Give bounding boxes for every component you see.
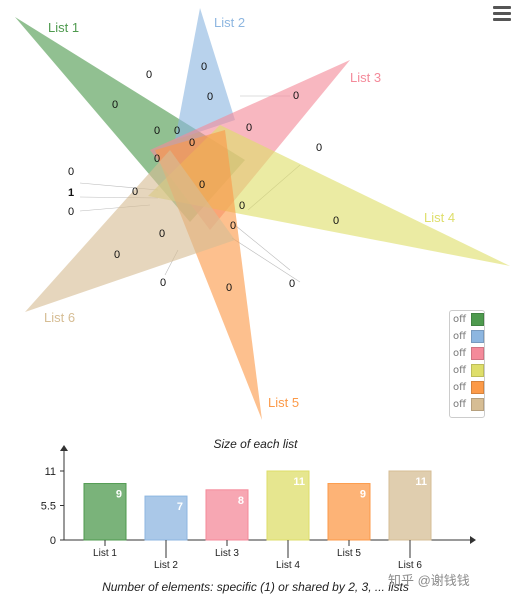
- legend-item-3[interactable]: off: [450, 345, 484, 362]
- y-tick-label: 11: [45, 466, 56, 478]
- bar-chart-title: Size of each list: [213, 437, 298, 451]
- count-label: 0: [201, 61, 207, 73]
- legend-swatch: [471, 398, 484, 411]
- count-label: 1: [68, 187, 74, 199]
- legend-swatch: [471, 381, 484, 394]
- legend-item-2[interactable]: off: [450, 328, 484, 345]
- legend-item-label: off: [453, 399, 467, 410]
- venn-set-2: [175, 8, 235, 140]
- set-label-2: List 2: [214, 15, 245, 30]
- category-label: List 3: [215, 548, 239, 559]
- count-label: 0: [174, 125, 180, 137]
- count-label: 0: [114, 249, 120, 261]
- count-label: 0: [246, 122, 252, 134]
- bar-value-label: 9: [360, 489, 366, 501]
- bar-value-label: 11: [415, 476, 427, 488]
- x-axis-arrow: [470, 536, 476, 544]
- count-label: 0: [207, 91, 213, 103]
- bar-2: [144, 495, 188, 541]
- footer-caption: Number of elements: specific (1) or shar…: [102, 580, 409, 594]
- legend-item-label: off: [453, 382, 467, 393]
- count-label: 0: [154, 125, 160, 137]
- count-label: 0: [154, 153, 160, 165]
- set-label-4: List 4: [424, 210, 455, 225]
- venn-set-6: [25, 150, 235, 312]
- count-label: 0: [226, 282, 232, 294]
- bar-6: [388, 470, 432, 541]
- count-label: 0: [112, 99, 118, 111]
- count-label: 0: [316, 142, 322, 154]
- set-label-1: List 1: [48, 20, 79, 35]
- count-label: 0: [189, 137, 195, 149]
- legend-item-5[interactable]: off: [450, 379, 484, 396]
- venn-set-4: [148, 125, 510, 266]
- count-label: 0: [239, 200, 245, 212]
- legend-swatch: [471, 347, 484, 360]
- bar-3: [205, 489, 249, 541]
- watermark: 知乎 @谢钱钱: [388, 573, 470, 588]
- hamburger-icon[interactable]: [493, 6, 511, 22]
- legend-item-4[interactable]: off: [450, 362, 484, 379]
- category-label: List 2: [154, 560, 178, 571]
- count-label: 0: [160, 277, 166, 289]
- category-label: List 1: [93, 548, 117, 559]
- bar-value-label: 9: [116, 489, 122, 501]
- legend-item-label: off: [453, 331, 467, 342]
- count-label: 0: [293, 90, 299, 102]
- legend-item-1[interactable]: off: [450, 311, 484, 328]
- legend-item-label: off: [453, 365, 467, 376]
- bar-4: [266, 470, 310, 541]
- set-label-6: List 6: [44, 310, 75, 325]
- set-label-3: List 3: [350, 70, 381, 85]
- bar-value-label: 11: [293, 476, 305, 488]
- bar-1: [83, 483, 127, 541]
- category-label: List 6: [398, 560, 422, 571]
- legend-swatch: [471, 313, 484, 326]
- legend-item-label: off: [453, 348, 467, 359]
- legend-swatch: [471, 364, 484, 377]
- count-label: 0: [132, 186, 138, 198]
- count-label: 0: [159, 228, 165, 240]
- count-label: 0: [68, 206, 74, 218]
- count-label: 0: [289, 278, 295, 290]
- y-axis-arrow: [60, 445, 68, 451]
- count-label: 0: [333, 215, 339, 227]
- legend-swatch: [471, 330, 484, 343]
- bar-chart: 0 5.5 11 9 List 1 7 List 2 8 List 3 11 List 4 9 List…: [41, 445, 476, 571]
- connector-line: [231, 237, 301, 283]
- connector-line: [235, 225, 291, 271]
- category-label: List 4: [276, 560, 300, 571]
- legend: off off off off off off: [449, 310, 485, 418]
- set-label-5: List 5: [268, 395, 299, 410]
- bar-value-label: 8: [238, 495, 244, 507]
- legend-item-label: off: [453, 314, 467, 325]
- bar-value-label: 7: [177, 501, 183, 513]
- count-label: 0: [199, 179, 205, 191]
- count-label: 0: [68, 166, 74, 178]
- y-tick-label: 0: [50, 535, 56, 547]
- count-label: 0: [146, 69, 152, 81]
- legend-item-6[interactable]: off: [450, 396, 484, 413]
- category-label: List 5: [337, 548, 361, 559]
- y-tick-label: 5.5: [41, 501, 56, 513]
- count-label: 0: [230, 220, 236, 232]
